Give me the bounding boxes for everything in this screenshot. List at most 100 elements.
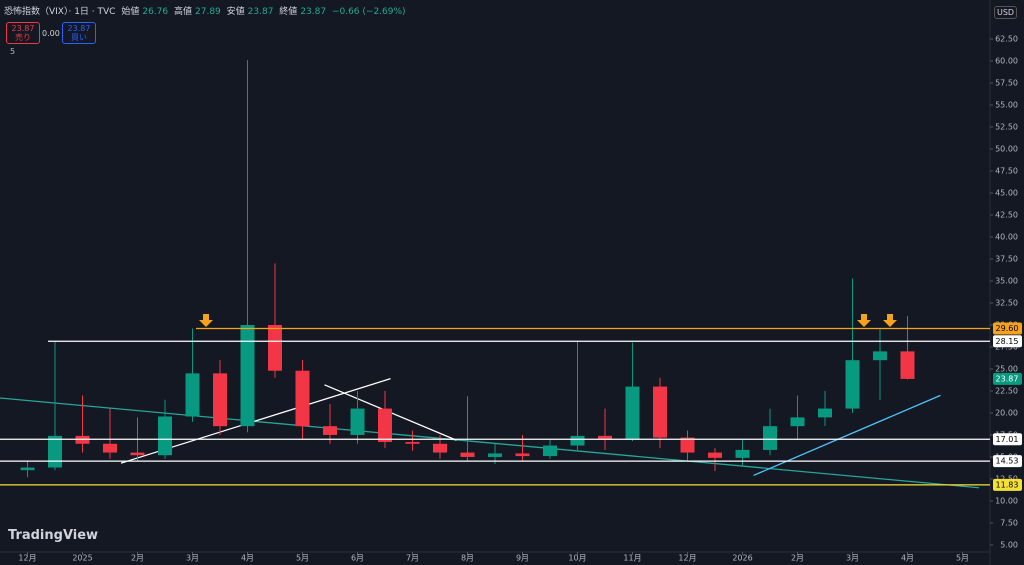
x-tick-label: 2026 [732, 554, 752, 563]
y-tick-label: 42.50 [995, 210, 1018, 219]
price-label: 23.87 [996, 374, 1019, 383]
y-tick-label: 37.50 [995, 254, 1018, 263]
candle-body [708, 452, 722, 458]
y-tick-label: 5.00 [1000, 540, 1018, 549]
price-label: 29.60 [996, 324, 1019, 333]
arrows [199, 314, 897, 327]
y-tick-label: 27.50 [995, 342, 1018, 351]
x-tick-label: 4月 [241, 554, 254, 563]
candle-body [103, 443, 117, 453]
y-tick-label: 52.50 [995, 122, 1018, 131]
y-tick-label: 55.00 [995, 100, 1018, 109]
price-label-box [993, 478, 1022, 491]
x-tick-label: 9月 [516, 554, 529, 563]
y-tick-label: 50.00 [995, 144, 1018, 153]
sell-button[interactable]: 23.87 売り [6, 22, 40, 44]
candle-body [213, 373, 227, 427]
ohlc-value: 26.76 [142, 7, 169, 17]
candle-body [185, 373, 200, 417]
header: 恐怖指数（VIX）· 1日 · TVC 始値 26.76 高値 27.89 安値 23… [4, 4, 409, 17]
trendline [324, 384, 457, 441]
x-tick-label: 6月 [351, 554, 364, 563]
sell-label: 売り [15, 33, 31, 42]
x-tick-label: 4月 [901, 554, 914, 563]
y-tick-label: 40.00 [995, 232, 1018, 241]
y-tick-label: 32.50 [995, 298, 1018, 307]
y-tick-label: 10.00 [995, 496, 1018, 505]
y-tick-label: 30.00 [995, 320, 1018, 329]
y-tick-label: 47.50 [995, 166, 1018, 175]
candle-body [240, 324, 255, 427]
x-tick-label: 7月 [406, 554, 419, 563]
y-tick-label: 15.00 [995, 452, 1018, 461]
brand: TradingView [8, 528, 99, 543]
price-label-box [993, 335, 1022, 348]
currency[interactable]: USD [994, 6, 1018, 19]
y-tick-label: 20.00 [995, 408, 1018, 417]
buy-price: 23.87 [67, 24, 91, 33]
candle-body [75, 435, 90, 444]
candle-body [900, 351, 915, 379]
price-label: 28.15 [996, 337, 1019, 346]
y-tick-label: 25.00 [995, 364, 1018, 373]
candle-body [763, 426, 777, 450]
ohlc-value: 23.87 [300, 7, 327, 17]
sell-price: 23.87 [11, 24, 35, 33]
x-tick-label: 8月 [461, 554, 474, 563]
candle-body [350, 408, 365, 435]
trendline [120, 378, 391, 464]
spread: 0.00 [42, 29, 60, 38]
candle-body [653, 386, 667, 438]
ohlc-label: 始値 [121, 7, 140, 17]
price-label-box [993, 322, 1022, 335]
candle-body [818, 408, 832, 418]
x-tick-label: 12月 [18, 554, 36, 563]
x-tick-label: 12月 [678, 554, 696, 563]
x-tick-label: 3月 [846, 554, 859, 563]
x-tick-label: 5月 [296, 554, 309, 563]
x-tick-label: 5月 [956, 554, 969, 563]
candle-body [295, 370, 310, 427]
price-label-box [993, 372, 1022, 385]
candle-body [570, 435, 585, 446]
ohlc-value: 23.87 [247, 7, 274, 17]
price-label: 11.83 [996, 480, 1019, 489]
candle-body [488, 453, 502, 457]
candle-body [845, 360, 860, 409]
candle-body [378, 408, 392, 443]
candle-body [20, 467, 35, 471]
ohlc-label: 安値 [226, 7, 245, 17]
candle-body [680, 437, 695, 453]
ohlc-value: 27.89 [195, 7, 221, 17]
x-tick-label: 2025 [72, 554, 92, 563]
buy-label: 買い [71, 33, 87, 42]
price-label: 17.01 [996, 435, 1019, 444]
y-tick-label: 12.50 [995, 474, 1018, 483]
candle-body [598, 435, 612, 440]
y-tick-label: 17.50 [995, 430, 1018, 439]
x-tick-label: 10月 [568, 554, 586, 563]
candle-body [130, 452, 145, 456]
candle-body [790, 417, 805, 427]
candle-body [625, 386, 640, 440]
y-tick-label: 57.50 [995, 78, 1018, 87]
buy-button[interactable]: 23.87 買い [62, 22, 96, 44]
indicator-count[interactable]: 5 [10, 47, 16, 56]
y-tick-label: 45.00 [995, 188, 1018, 197]
candle-body [48, 435, 62, 468]
candle-body [515, 453, 530, 457]
trendline [753, 394, 941, 477]
price-label-box [993, 433, 1022, 446]
candle-body [405, 442, 420, 444]
change: −0.66 (−2.69%) [331, 7, 406, 17]
candle-body [543, 445, 557, 457]
candle-body [268, 324, 282, 371]
y-tick-label: 22.50 [995, 386, 1018, 395]
candle-body [323, 426, 337, 435]
candle-body [873, 351, 887, 361]
candle-body [158, 416, 172, 456]
x-tick-label: 3月 [186, 554, 199, 563]
candle-body [460, 452, 475, 457]
symbol[interactable]: 恐怖指数（VIX）· 1日 · TVC [4, 7, 116, 17]
